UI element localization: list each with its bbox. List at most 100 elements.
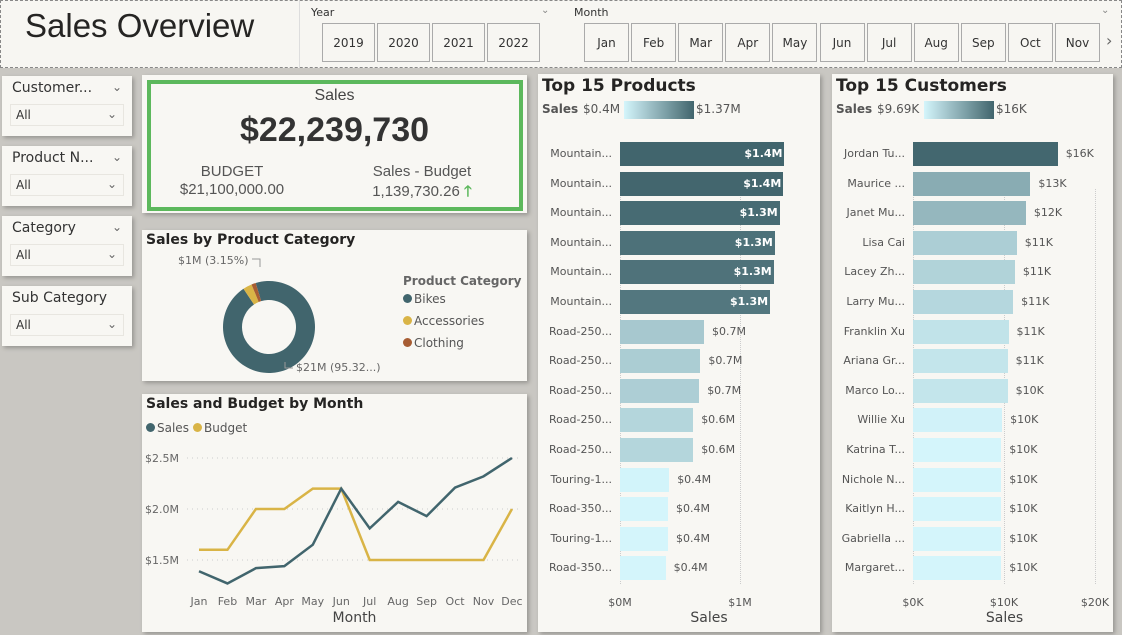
month-button-sep[interactable]: Sep [960, 23, 1006, 62]
year-button-2020[interactable]: 2020 [377, 23, 430, 62]
bar[interactable] [913, 142, 1058, 166]
x-tick-label: Apr [275, 595, 295, 608]
bar[interactable] [620, 526, 668, 551]
legend-text: Sales [157, 421, 189, 435]
legend-dot [146, 423, 155, 432]
month-button-nov[interactable]: Nov [1055, 23, 1100, 62]
bar-data-label: $0.7M [712, 324, 746, 338]
legend-text: Bikes [414, 292, 446, 306]
x-tick-label: Sep [416, 595, 437, 608]
month-button-may[interactable]: May [772, 23, 818, 62]
bar[interactable] [913, 201, 1026, 226]
donut-slice-accessories[interactable] [243, 284, 259, 305]
bar[interactable] [620, 497, 668, 522]
bar[interactable] [913, 349, 1008, 374]
bar[interactable] [913, 556, 1002, 581]
bar[interactable] [620, 230, 775, 255]
month-button-jan[interactable]: Jan [584, 23, 629, 62]
slicer-dropdown[interactable]: All ⌄ [10, 314, 124, 336]
leader-line [252, 258, 261, 267]
bar[interactable] [620, 408, 694, 433]
series-line-budget[interactable] [199, 487, 514, 562]
year-chevron-icon[interactable]: ⌄ [541, 5, 550, 16]
slicer-label: Sub Category [12, 290, 108, 306]
products-gradient-legend [624, 101, 694, 119]
bar-category-label: Janet Mu... [846, 206, 906, 220]
bar[interactable] [620, 290, 770, 314]
bar-category-label: Road-250... [548, 383, 612, 397]
bar[interactable] [913, 438, 1002, 462]
bar-category-label: Road-250... [548, 324, 612, 338]
bar[interactable] [913, 408, 1003, 433]
diff-value: 1,139,730.26 [372, 183, 460, 200]
series-line-sales[interactable] [198, 456, 513, 585]
chevron-down-icon[interactable]: ⌄ [111, 220, 122, 234]
bar-data-label: $10K [1010, 413, 1039, 427]
legend-item-accessories[interactable]: Accessories [403, 314, 484, 328]
x-tick-label: Oct [446, 595, 466, 608]
bar[interactable] [913, 290, 1014, 314]
bar[interactable] [620, 556, 666, 581]
bar[interactable] [913, 378, 1008, 403]
bar[interactable] [620, 378, 700, 403]
month-button-jun[interactable]: Jun [819, 23, 865, 62]
month-button-feb[interactable]: Feb [631, 23, 677, 62]
bar[interactable] [913, 230, 1017, 255]
legend-dot [403, 294, 412, 303]
slicer-dropdown[interactable]: All ⌄ [10, 244, 124, 266]
month-chevron-icon[interactable]: ⌄ [1101, 5, 1110, 16]
bar[interactable] [620, 260, 774, 285]
bar[interactable] [913, 260, 1015, 285]
month-slicer-label: Month [574, 6, 609, 19]
y-tick-label: $1.5M [145, 554, 179, 567]
bar[interactable] [913, 171, 1031, 196]
bar-category-label: Jordan Tu... [843, 147, 905, 160]
year-button-2021[interactable]: 2021 [432, 23, 485, 62]
bar[interactable] [620, 142, 785, 166]
chevron-down-icon: ⌄ [106, 107, 117, 121]
bar-data-label: $11K [1022, 265, 1052, 279]
slicer-3: Sub Category All ⌄ [2, 286, 132, 346]
month-button-mar[interactable]: Mar [678, 23, 724, 62]
month-button-aug[interactable]: Aug [913, 23, 959, 62]
chevron-down-icon[interactable]: ⌄ [111, 80, 122, 94]
products-x-axis-title: Sales [690, 610, 728, 626]
top-products-panel: Top 15 Products Sales $0.4M $1.37M Sales… [538, 74, 820, 632]
legend-item-clothing[interactable]: Clothing [403, 336, 464, 350]
donut-slice-bikes[interactable] [223, 281, 315, 373]
year-button-2019[interactable]: 2019 [322, 23, 375, 62]
month-button-apr[interactable]: Apr [725, 23, 771, 62]
slicer-dropdown[interactable]: All ⌄ [10, 104, 124, 126]
bar[interactable] [913, 319, 1009, 344]
bar[interactable] [620, 201, 780, 226]
donut-slice-clothing[interactable] [251, 282, 262, 303]
month-button-jul[interactable]: Jul [866, 23, 912, 62]
customers-legend-max: $16K [996, 102, 1027, 116]
slicer-dropdown[interactable]: All ⌄ [10, 174, 124, 196]
bar[interactable] [620, 319, 704, 344]
year-button-2022[interactable]: 2022 [487, 23, 540, 62]
bar-data-label: $0.4M [676, 531, 710, 545]
next-arrow-icon[interactable]: › [1106, 31, 1113, 50]
legend-item-sales[interactable]: Sales [146, 421, 189, 435]
bar[interactable] [620, 171, 784, 196]
bar[interactable] [913, 526, 1002, 551]
bar[interactable] [913, 467, 1002, 492]
bar[interactable] [620, 349, 701, 374]
bar[interactable] [913, 497, 1002, 522]
bar[interactable] [620, 467, 670, 492]
customers-title: Top 15 Customers [836, 76, 1007, 96]
x-tick-label: Feb [218, 595, 237, 608]
x-tick-label: Jun [332, 595, 350, 608]
bar[interactable] [620, 438, 694, 462]
legend-text: Accessories [414, 314, 485, 328]
chevron-down-icon[interactable]: ⌄ [111, 150, 122, 164]
customers-legend-min: $9.69K [877, 102, 920, 116]
x-tick-label: Jul [362, 595, 376, 608]
bar-category-label: Touring-1... [550, 472, 612, 486]
legend-item-bikes[interactable]: Bikes [403, 292, 446, 306]
month-button-oct[interactable]: Oct [1007, 23, 1053, 62]
slicer-value: All [16, 248, 31, 262]
x-tick-label: $0M [608, 596, 632, 609]
legend-item-budget[interactable]: Budget [193, 421, 247, 435]
